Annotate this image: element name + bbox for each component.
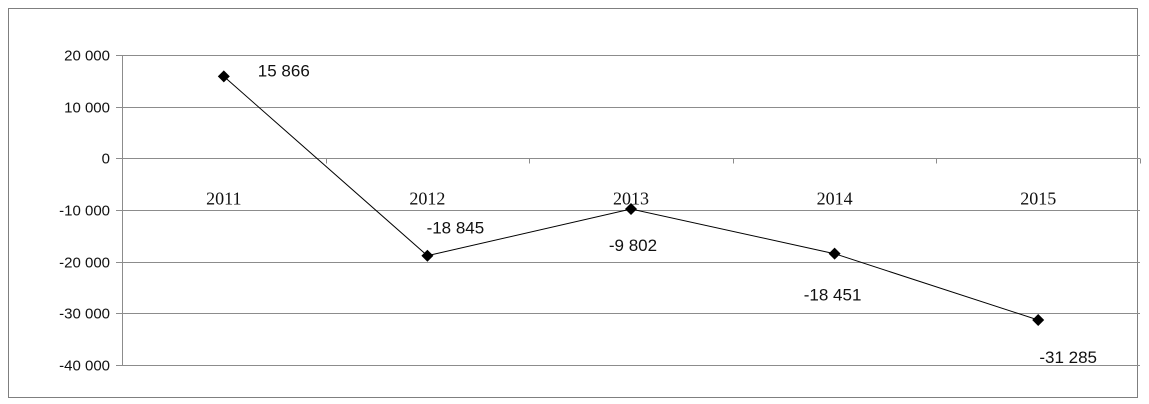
y-tick-label: 10 000 (64, 100, 110, 117)
x-category-label: 2015 (1020, 189, 1056, 209)
y-tick-label: 20 000 (64, 48, 110, 65)
data-label: -9 802 (609, 236, 657, 255)
data-point-marker (1032, 313, 1045, 326)
label-layer: 15 866 -18 845 -9 802 -18 451 -31 285 (258, 61, 1097, 367)
x-category-label: 2013 (613, 189, 649, 209)
y-tick-label: -30 000 (59, 306, 110, 323)
series-layer (217, 70, 1045, 326)
data-label: -18 845 (427, 219, 485, 238)
y-tick-label: -20 000 (59, 255, 110, 272)
data-point-marker (828, 247, 841, 260)
axis-layer: 20 000 10 000 0 -10 000 -20 000 -30 000 -40 00… (59, 48, 1141, 375)
data-point-marker (625, 202, 637, 215)
y-tick-label: -40 000 (59, 358, 110, 375)
data-label: -18 451 (804, 286, 862, 305)
data-label: 15 866 (258, 61, 310, 80)
data-point-marker (217, 70, 230, 83)
x-category-label: 2011 (206, 189, 241, 209)
y-tick-label: -10 000 (59, 203, 110, 220)
data-label: -31 285 (1039, 348, 1097, 367)
data-point-marker (421, 249, 434, 262)
chart-frame (8, 8, 1138, 398)
x-category-label: 2012 (409, 189, 445, 209)
grid-layer (122, 55, 1140, 366)
x-category-label: 2014 (817, 189, 853, 209)
y-tick-label: 0 (102, 151, 110, 168)
